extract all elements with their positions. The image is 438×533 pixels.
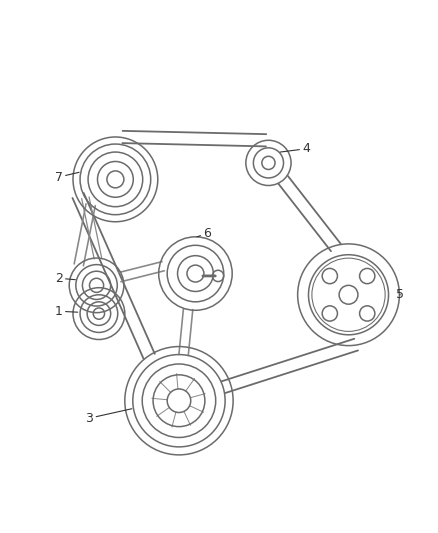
Text: 3: 3 xyxy=(85,409,132,425)
Text: 2: 2 xyxy=(55,272,75,285)
Text: 5: 5 xyxy=(396,288,404,301)
Text: 1: 1 xyxy=(55,305,78,318)
Text: 7: 7 xyxy=(55,171,79,183)
Text: 6: 6 xyxy=(197,227,211,240)
Text: 4: 4 xyxy=(280,142,310,155)
